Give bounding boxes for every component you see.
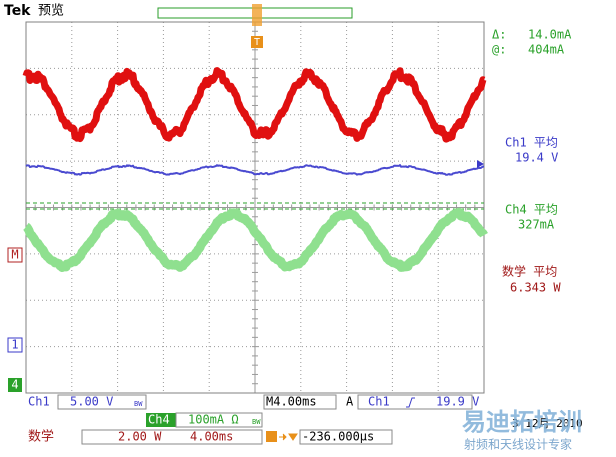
ch4-trace (22, 207, 488, 272)
math-value: 6.343 W (510, 281, 561, 295)
math-scale-box (81, 429, 263, 445)
ch4-status: Ch4 (148, 413, 170, 427)
ch4-scale-box (175, 412, 263, 428)
position: -236.000μs (302, 430, 374, 444)
math-label: 数学 平均 (502, 264, 557, 279)
ch1-marker (7, 337, 23, 353)
ch4-bw: BW (252, 418, 261, 426)
mode: 预览 (38, 3, 64, 19)
ch4-status-box (146, 413, 176, 427)
ch1-trace (25, 164, 485, 176)
ch1-scale: 5.00 V (70, 395, 113, 409)
watermark-subtitle: 射频和天线设计专家 (464, 437, 572, 452)
ch4-scale: 100mA Ω (188, 413, 239, 427)
math-trace (22, 67, 487, 143)
trigger-mode: A (346, 395, 354, 409)
at-label: @: (492, 43, 506, 57)
delta-label: Δ: (492, 28, 506, 42)
watermark-title: 易迪拓培训 (462, 408, 582, 436)
trigger-box (357, 394, 473, 410)
record-window (252, 4, 262, 26)
ch1-bw: BW (134, 400, 143, 408)
math-marker (7, 247, 23, 263)
ch1-level-arrow (477, 160, 484, 168)
waveforms (22, 21, 488, 394)
position-arrow (279, 433, 298, 441)
position-icon (266, 431, 277, 442)
trigger-source: Ch1 (368, 395, 390, 409)
delta-value: 14.0mA (528, 28, 572, 42)
position-box (299, 429, 393, 445)
brand: Tek (4, 3, 31, 19)
ch1-marker-label: 1 (11, 338, 18, 352)
trigger-level: 19.9 V (436, 395, 479, 409)
ch1-status: Ch1 (28, 395, 50, 409)
at-value: 404mA (528, 43, 565, 57)
math-marker-label: M (11, 248, 18, 262)
trigger-marker-label: T (254, 37, 260, 48)
ch4-label: Ch4 平均 (505, 203, 558, 217)
ch4-marker (8, 378, 22, 392)
ch1-value: 19.4 V (515, 151, 558, 165)
ch4-marker-label: 4 (11, 378, 18, 392)
math-scale: 2.00 W (118, 430, 162, 444)
math-status: 数学 (28, 429, 54, 445)
trigger-slope (406, 397, 415, 408)
timebase: M4.00ms (266, 395, 317, 409)
ch1-scale-box (57, 394, 147, 410)
ch1-label: Ch1 平均 (505, 136, 558, 150)
trigger-marker (251, 36, 263, 48)
ch4-value: 327mA (518, 218, 555, 232)
date: 3 12月 2010 (512, 417, 583, 430)
timebase-box (263, 394, 337, 410)
math-time: 4.00ms (190, 430, 233, 444)
